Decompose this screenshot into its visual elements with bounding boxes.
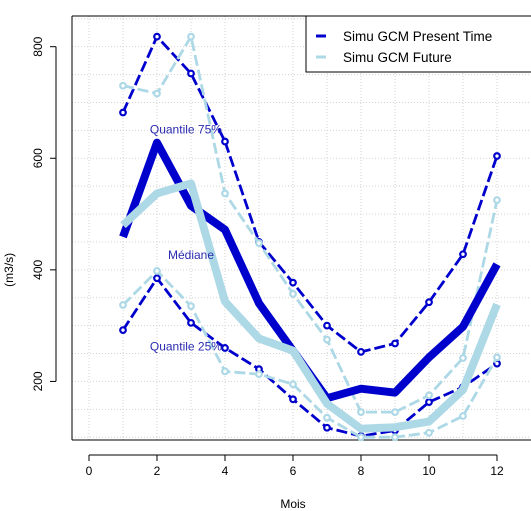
- data-point-future-quantile-75: [323, 335, 331, 344]
- legend: Simu GCM Present Time Simu GCM Future: [305, 15, 531, 73]
- data-point-future-quantile-25: [493, 353, 501, 362]
- annotation-label: Médiane: [168, 248, 214, 262]
- data-point-future-quantile-25: [221, 367, 229, 376]
- data-point-future-quantile-25: [153, 267, 161, 275]
- data-point-present-quantile-75: [493, 152, 501, 160]
- data-point-present-quantile-75: [119, 108, 127, 117]
- data-point-future-quantile-75: [459, 354, 467, 362]
- data-point-future-quantile-75: [119, 81, 127, 90]
- data-point-present-quantile-75: [391, 339, 399, 348]
- data-point-future-quantile-25: [289, 380, 297, 389]
- data-point-present-quantile-25: [119, 326, 127, 334]
- data-point-future-quantile-75: [357, 408, 365, 417]
- legend-label: Simu GCM Future: [343, 50, 452, 65]
- series-line-future-m-diane: [120, 179, 501, 433]
- data-point-present-quantile-25: [221, 344, 229, 352]
- y-tick-label: 800: [31, 36, 45, 56]
- data-point-future-quantile-75: [289, 289, 297, 298]
- plot-frame: [71, 15, 531, 441]
- data-point-present-quantile-75: [357, 347, 365, 356]
- y-axis-title: (m3/s): [2, 253, 16, 287]
- y-tick-label: 200: [31, 371, 45, 391]
- x-axis-title: Mois: [280, 497, 305, 511]
- data-point-future-quantile-75: [391, 408, 399, 417]
- data-point-future-quantile-75: [493, 196, 501, 205]
- data-point-present-quantile-75: [323, 321, 331, 330]
- data-point-future-quantile-75: [255, 239, 263, 247]
- data-point-present-quantile-25: [187, 318, 195, 327]
- data-point-future-quantile-25: [357, 433, 365, 442]
- legend-label: Simu GCM Present Time: [343, 29, 492, 44]
- y-axis: 200 400 600 800: [31, 36, 57, 391]
- data-point-present-quantile-75: [425, 298, 433, 307]
- x-tick-label: 8: [358, 464, 365, 478]
- data-point-future-quantile-25: [459, 412, 467, 420]
- x-tick-label: 12: [490, 464, 504, 478]
- data-point-present-quantile-75: [187, 69, 195, 78]
- data-point-future-quantile-25: [323, 413, 331, 422]
- data-point-present-quantile-25: [323, 423, 331, 432]
- y-tick-label: 600: [31, 148, 45, 168]
- data-point-present-quantile-75: [289, 278, 297, 287]
- data-point-future-quantile-25: [425, 428, 433, 437]
- annotation-label: Quantile 25%: [150, 339, 222, 353]
- data-point-present-quantile-75: [153, 32, 161, 41]
- data-point-present-quantile-75: [459, 250, 467, 259]
- data-point-future-quantile-75: [153, 89, 161, 98]
- grid: [72, 16, 531, 440]
- data-point-future-quantile-75: [187, 32, 195, 41]
- data-point-future-quantile-25: [187, 302, 195, 311]
- x-tick-label: 6: [290, 464, 297, 478]
- data-point-future-quantile-25: [391, 433, 399, 442]
- data-point-present-quantile-25: [425, 398, 433, 406]
- data-point-present-quantile-75: [221, 137, 229, 146]
- x-tick-label: 4: [222, 464, 229, 478]
- data-point-present-quantile-25: [153, 274, 161, 283]
- y-tick-label: 400: [31, 260, 45, 280]
- data-point-future-quantile-25: [119, 301, 127, 309]
- annotation-label: Quantile 75%: [150, 122, 222, 136]
- annotations: Quantile 75% Médiane Quantile 25%: [150, 122, 222, 353]
- x-axis: 0 2 4 6 8 10 12: [86, 454, 504, 478]
- x-tick-label: 2: [154, 464, 161, 478]
- series-line-present-quantile-25: [121, 276, 498, 438]
- series-layer: [119, 32, 501, 442]
- data-point-future-quantile-25: [255, 370, 263, 379]
- series-line-future-quantile-25: [122, 269, 499, 439]
- data-point-future-quantile-75: [425, 391, 433, 400]
- legend-box: [305, 15, 531, 73]
- data-point-present-quantile-25: [289, 395, 297, 404]
- series-line-future-quantile-75: [122, 35, 499, 414]
- series-line-present-m-diane: [119, 138, 501, 403]
- x-tick-label: 10: [422, 464, 436, 478]
- series-line-present-quantile-75: [121, 35, 499, 354]
- x-tick-label: 0: [86, 464, 93, 478]
- data-point-future-quantile-75: [221, 189, 229, 198]
